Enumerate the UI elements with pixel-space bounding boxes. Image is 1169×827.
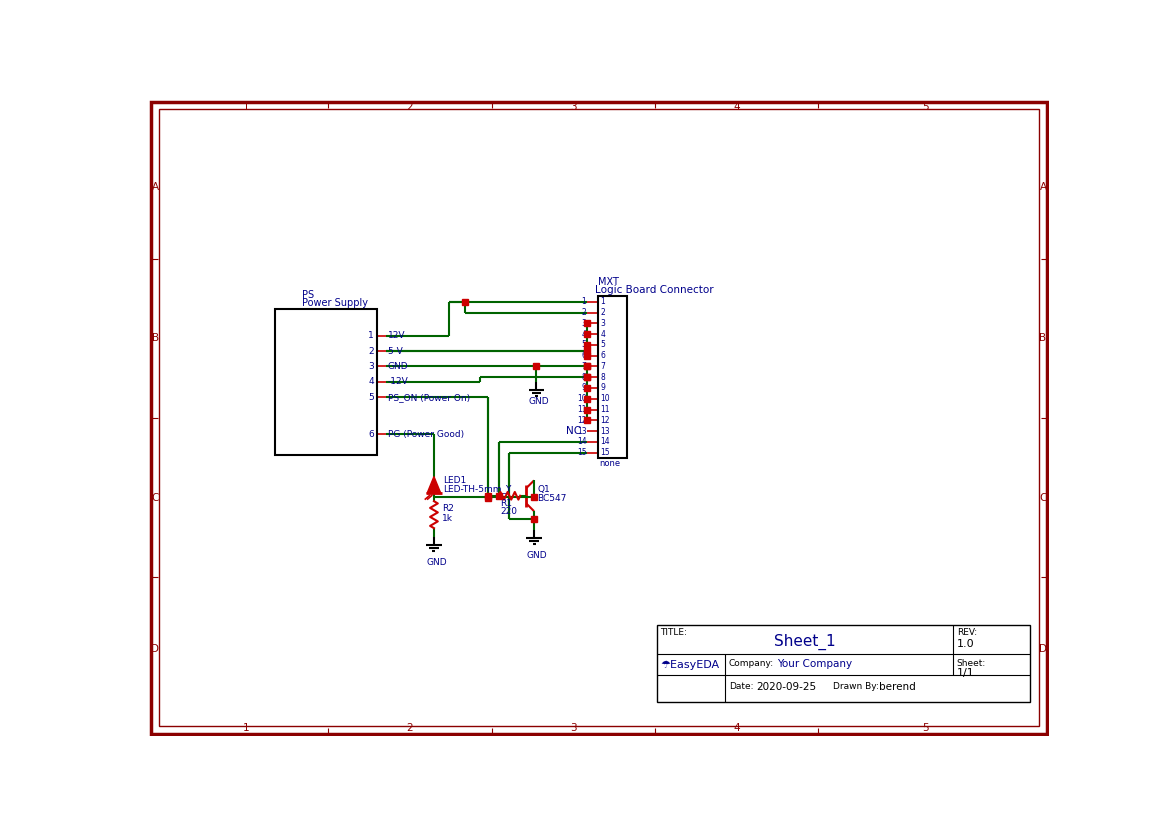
Text: GND: GND xyxy=(528,397,549,406)
Text: -12V: -12V xyxy=(388,377,408,386)
Text: 13: 13 xyxy=(576,427,587,436)
Text: Sheet_1: Sheet_1 xyxy=(774,634,836,650)
Text: 15: 15 xyxy=(576,448,587,457)
Text: 1k: 1k xyxy=(442,514,452,523)
Text: 5: 5 xyxy=(922,724,929,734)
Text: 3: 3 xyxy=(570,724,576,734)
Text: PG (Power Good): PG (Power Good) xyxy=(388,430,464,438)
Text: D: D xyxy=(151,644,159,654)
Text: 12V: 12V xyxy=(388,331,406,340)
Text: 10: 10 xyxy=(600,394,610,404)
Text: Power Supply: Power Supply xyxy=(303,299,368,308)
Text: 12: 12 xyxy=(577,416,587,425)
Text: 3: 3 xyxy=(368,362,374,371)
Text: REV:: REV: xyxy=(956,629,977,638)
Text: 220: 220 xyxy=(500,507,517,516)
Text: Sheet:: Sheet: xyxy=(956,659,985,668)
Text: GND: GND xyxy=(427,558,447,567)
Text: 2020-09-25: 2020-09-25 xyxy=(756,681,816,691)
Text: berend: berend xyxy=(879,681,915,691)
Text: Logic Board Connector: Logic Board Connector xyxy=(595,285,713,295)
Text: 13: 13 xyxy=(600,427,610,436)
Text: 3: 3 xyxy=(570,102,576,112)
Polygon shape xyxy=(427,476,441,494)
Text: LED1: LED1 xyxy=(443,476,466,485)
Bar xyxy=(275,308,376,455)
Text: 14: 14 xyxy=(576,437,587,447)
Text: 2: 2 xyxy=(368,347,374,356)
Text: A: A xyxy=(152,182,159,192)
Text: Company:: Company: xyxy=(728,659,774,668)
Text: 2: 2 xyxy=(582,308,587,317)
Text: ☂EasyEDA: ☂EasyEDA xyxy=(660,660,719,670)
Text: 10: 10 xyxy=(576,394,587,404)
Text: 1: 1 xyxy=(600,297,606,306)
Text: 8: 8 xyxy=(600,373,606,382)
Text: 5: 5 xyxy=(922,102,929,112)
Text: 1: 1 xyxy=(368,331,374,340)
Text: A: A xyxy=(1039,182,1046,192)
Text: 4: 4 xyxy=(733,724,740,734)
Text: 4: 4 xyxy=(368,377,374,386)
Text: TITLE:: TITLE: xyxy=(660,629,687,638)
Text: 1/1: 1/1 xyxy=(956,668,975,678)
Text: BC547: BC547 xyxy=(537,494,567,503)
Text: PS_ON (Power On): PS_ON (Power On) xyxy=(388,393,470,402)
Text: 5: 5 xyxy=(368,393,374,402)
Text: 5 V: 5 V xyxy=(388,347,402,356)
Text: B: B xyxy=(152,333,159,343)
Text: 11: 11 xyxy=(577,405,587,414)
Text: 9: 9 xyxy=(600,384,606,393)
Text: 3: 3 xyxy=(600,319,606,327)
Text: 12: 12 xyxy=(600,416,610,425)
Text: 15: 15 xyxy=(600,448,610,457)
Text: 1: 1 xyxy=(582,297,587,306)
Text: 5: 5 xyxy=(600,341,606,349)
Bar xyxy=(599,296,628,458)
Text: 3: 3 xyxy=(581,319,587,327)
Text: NC: NC xyxy=(566,426,581,436)
Text: 1: 1 xyxy=(243,724,249,734)
Text: 7: 7 xyxy=(600,362,606,371)
Text: 4: 4 xyxy=(581,330,587,338)
Text: 1.0: 1.0 xyxy=(956,639,975,649)
Text: LED-TH-5mm_Y: LED-TH-5mm_Y xyxy=(443,485,512,494)
Text: Your Company: Your Company xyxy=(777,658,852,669)
Text: 7: 7 xyxy=(581,362,587,371)
Text: GND: GND xyxy=(526,552,547,561)
Text: 6: 6 xyxy=(581,351,587,360)
Text: 1: 1 xyxy=(243,102,249,112)
Text: B: B xyxy=(1039,333,1046,343)
Text: Q1: Q1 xyxy=(537,485,549,494)
Text: 6: 6 xyxy=(368,430,374,438)
Text: 14: 14 xyxy=(600,437,610,447)
Text: 8: 8 xyxy=(582,373,587,382)
Text: 2: 2 xyxy=(407,724,413,734)
Text: 11: 11 xyxy=(600,405,610,414)
Text: 5: 5 xyxy=(581,341,587,349)
Text: GND: GND xyxy=(388,362,408,371)
Text: 2: 2 xyxy=(600,308,606,317)
Text: none: none xyxy=(600,459,621,468)
Text: R2: R2 xyxy=(442,504,454,514)
Text: R1: R1 xyxy=(500,499,512,508)
Text: 2: 2 xyxy=(407,102,413,112)
Text: MXT: MXT xyxy=(599,277,618,287)
Text: PS: PS xyxy=(303,289,314,300)
Text: 4: 4 xyxy=(733,102,740,112)
Text: Drawn By:: Drawn By: xyxy=(832,682,879,691)
Text: 9: 9 xyxy=(581,384,587,393)
Text: 6: 6 xyxy=(600,351,606,360)
Text: C: C xyxy=(1039,493,1046,503)
Text: Date:: Date: xyxy=(728,682,753,691)
Text: C: C xyxy=(152,493,159,503)
Bar xyxy=(657,625,1030,702)
Text: 4: 4 xyxy=(600,330,606,338)
Text: D: D xyxy=(1039,644,1047,654)
